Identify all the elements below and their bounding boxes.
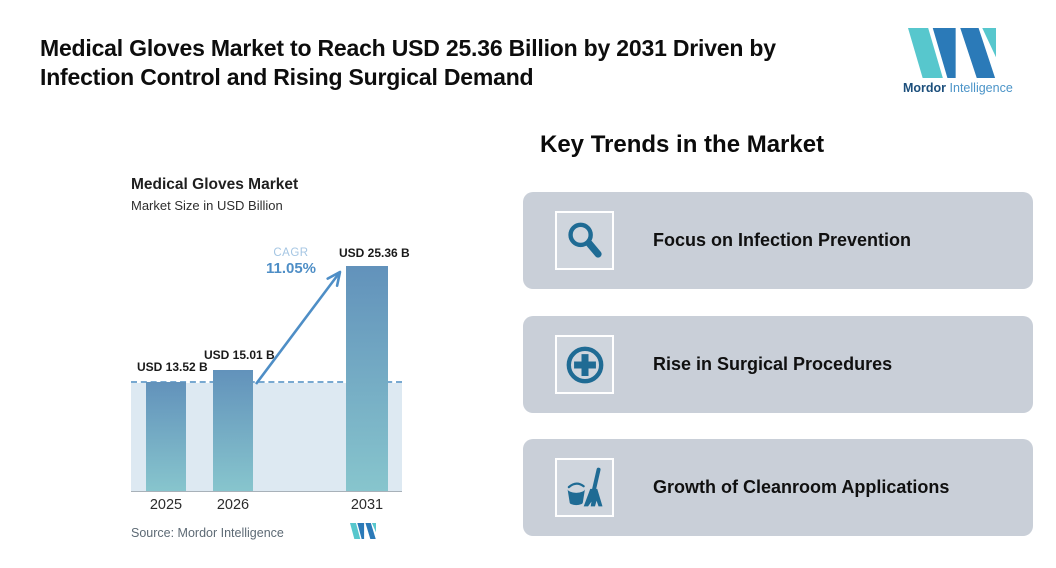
page-title: Medical Gloves Market to Reach USD 25.36… xyxy=(40,34,880,92)
bar-value-label-2026: USD 15.01 B xyxy=(204,348,275,362)
trend-label: Rise in Surgical Procedures xyxy=(653,354,893,374)
trend-icon-box xyxy=(555,211,614,270)
brand-name-light: Intelligence xyxy=(946,81,1013,95)
mordor-logo-mini-icon xyxy=(350,523,376,539)
trend-label: Growth of Cleanroom Applications xyxy=(653,477,950,497)
bar-value-label-2025: USD 13.52 B xyxy=(137,360,208,374)
x-axis-line xyxy=(131,491,402,492)
chart-subtitle: Market Size in USD Billion xyxy=(131,198,283,213)
brand-logo: Mordor Intelligence xyxy=(903,28,1013,95)
trend-card-cleanroom-applications: Growth of Cleanroom Applications xyxy=(523,439,1033,536)
medical-cross-icon xyxy=(566,346,603,383)
baseline-dashed-line xyxy=(131,381,402,383)
chart-title: Medical Gloves Market xyxy=(131,176,299,193)
brand-name-bold: Mordor xyxy=(903,81,947,95)
bar-2026 xyxy=(213,370,253,491)
growth-arrow-icon xyxy=(254,270,342,385)
broom-bucket-icon xyxy=(567,467,602,506)
trend-label: Focus on Infection Prevention xyxy=(653,230,912,250)
cagr-value: 11.05% xyxy=(265,260,317,277)
magnifier-icon xyxy=(567,222,602,258)
trend-card-surgical-procedures: Rise in Surgical Procedures xyxy=(523,316,1033,413)
x-tick-2026: 2026 xyxy=(216,497,250,513)
source-note: Source: Mordor Intelligence xyxy=(131,526,284,540)
page-title-line2: Infection Control and Rising Surgical De… xyxy=(40,64,534,90)
mordor-logo-icon xyxy=(908,28,996,78)
brand-wordmark: Mordor Intelligence xyxy=(903,81,1013,95)
trend-icon-box xyxy=(555,458,614,517)
x-tick-2031: 2031 xyxy=(350,497,384,513)
x-tick-2025: 2025 xyxy=(149,497,183,513)
trend-card-infection-prevention: Focus on Infection Prevention xyxy=(523,192,1033,289)
trend-icon-box xyxy=(555,335,614,394)
bar-2031 xyxy=(346,266,388,491)
bar-value-label-2031: USD 25.36 B xyxy=(339,246,410,260)
trends-heading: Key Trends in the Market xyxy=(540,131,825,158)
page-title-line1: Medical Gloves Market to Reach USD 25.36… xyxy=(40,35,776,61)
cagr-label: CAGR xyxy=(273,247,309,259)
bar-2025 xyxy=(146,382,186,491)
